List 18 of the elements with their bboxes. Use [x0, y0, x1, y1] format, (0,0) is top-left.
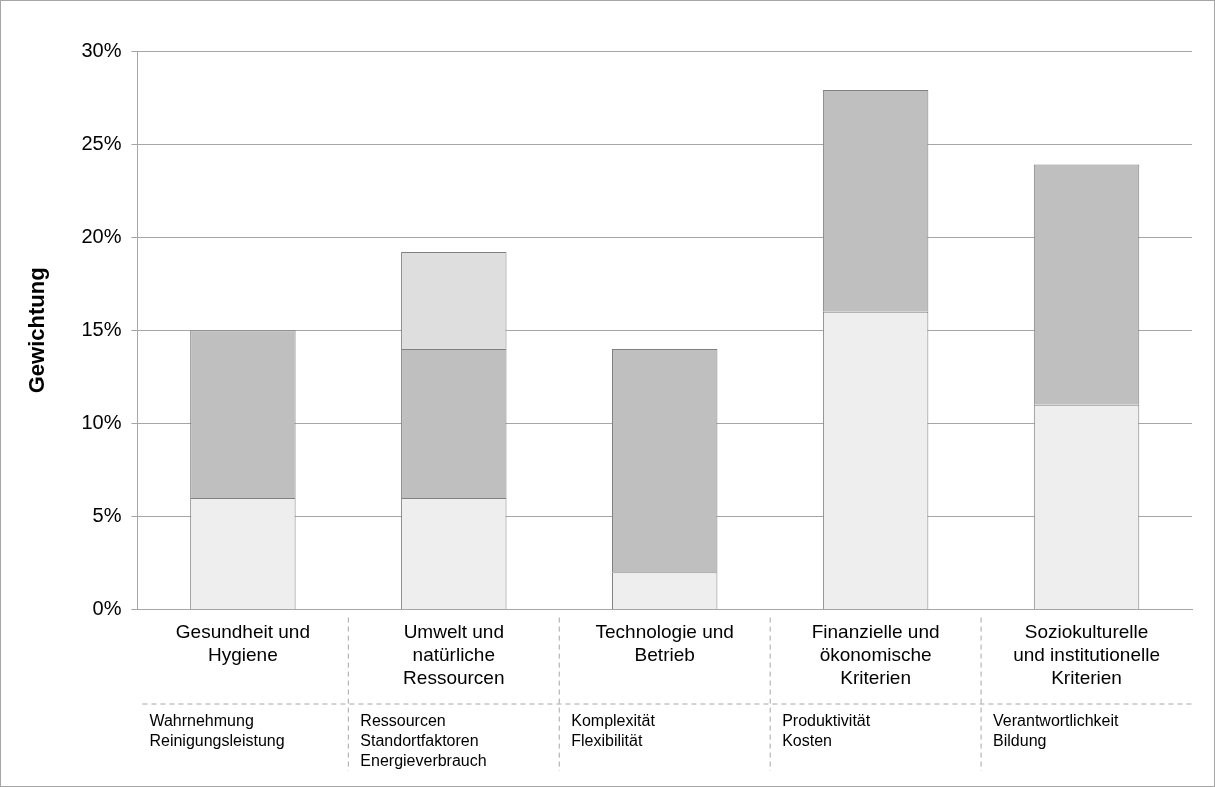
- y-tick-label: 10%: [81, 410, 122, 433]
- text: Produktivität Kosten: [782, 712, 871, 750]
- x-tick-label: Gesundheit und Hygiene: [175, 621, 310, 666]
- y-tick-label: 30%: [81, 38, 122, 61]
- y-tick-label: 5%: [92, 504, 122, 527]
- y-axis-title: Gewichtung: [24, 267, 50, 394]
- x-tick-label: Umwelt und natürliche Ressourcen: [403, 621, 505, 688]
- x-tick-label: Technologie und Betrieb: [595, 621, 734, 666]
- text: Komplexität Flexibilität: [571, 712, 656, 750]
- y-tick-label: 20%: [81, 224, 122, 247]
- text: Wahrnehmung Reinigungsleistung: [149, 712, 285, 750]
- y-tick-label: 0%: [92, 597, 122, 620]
- y-tick-label: 15%: [81, 317, 122, 340]
- text: Verantwortlichkeit Bildung: [993, 712, 1120, 750]
- text: Ressourcen Standortfaktoren Energieverbrauch: [360, 712, 487, 770]
- y-tick-label: 25%: [81, 131, 122, 154]
- x-tick-label: Soziokulturelle und institutionelle Kriterien: [1013, 621, 1160, 688]
- x-tick-label: Finanzielle und ökonomische Kriterien: [811, 621, 940, 688]
